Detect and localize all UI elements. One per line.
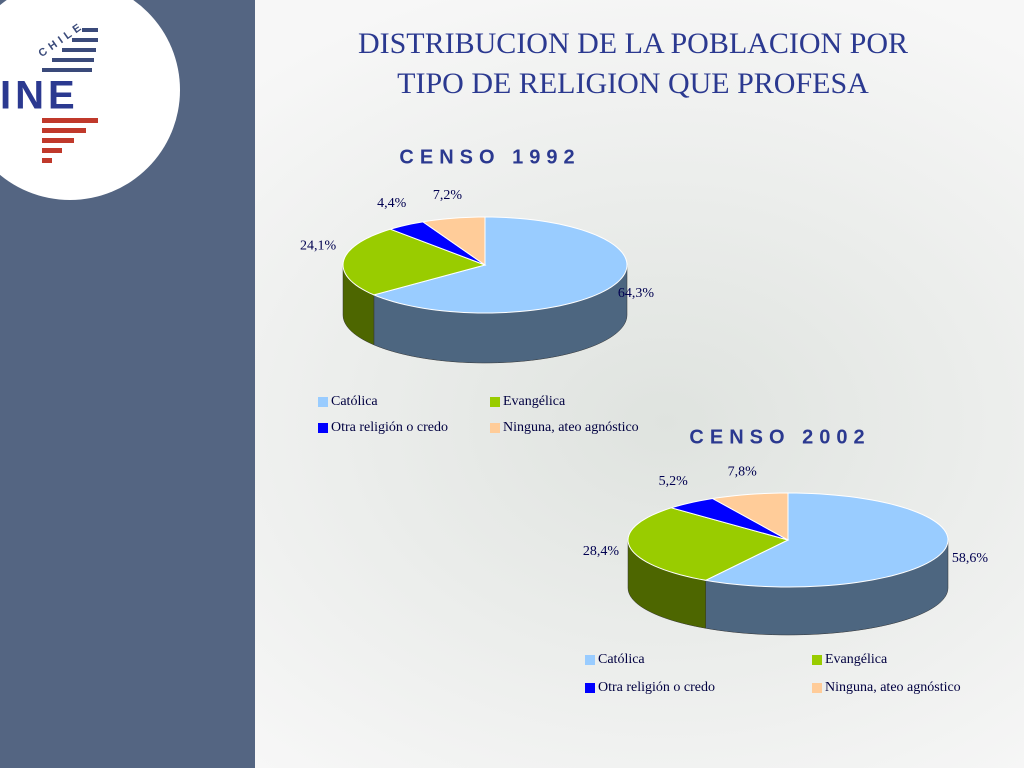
legend-label: Evangélica	[503, 394, 566, 409]
data-label: 5,2%	[659, 474, 689, 489]
data-label: 58,6%	[952, 551, 989, 566]
legend-label: Ninguna, ateo agnóstico	[825, 680, 961, 695]
chart-title: CENSO 1992	[399, 146, 580, 168]
legend-label: Evangélica	[825, 652, 888, 667]
legend-label: Ninguna, ateo agnóstico	[503, 420, 639, 435]
legend-swatch	[318, 423, 328, 433]
legend-label: Católica	[331, 394, 378, 409]
data-label: 64,3%	[618, 286, 655, 301]
legend-label: Otra religión o credo	[331, 420, 448, 435]
logo-dots-bottom	[42, 118, 98, 163]
legend-swatch	[585, 683, 595, 693]
legend-swatch	[318, 397, 328, 407]
chart-title: CENSO 2002	[689, 426, 870, 448]
pie-slice	[421, 216, 486, 266]
legend-swatch	[812, 655, 822, 665]
pie-slice	[372, 216, 628, 314]
slide-title: DISTRIBUCION DE LA POBLACION POR TIPO DE …	[358, 27, 908, 100]
logo-name: INE	[0, 74, 79, 118]
legend-swatch	[812, 683, 822, 693]
legend-swatch	[490, 397, 500, 407]
legend-swatch	[490, 423, 500, 433]
data-label: 7,8%	[728, 464, 758, 479]
legend-label: Otra religión o credo	[598, 680, 715, 695]
data-label: 28,4%	[583, 544, 620, 559]
pie-slice	[669, 498, 789, 541]
legend-label: Católica	[598, 652, 645, 667]
logo-dots-top	[42, 28, 98, 72]
pie-slice	[711, 492, 789, 541]
pie-slice	[388, 221, 486, 266]
pie-slice	[342, 228, 487, 296]
data-label: 24,1%	[300, 238, 337, 253]
pie-slice	[627, 507, 790, 581]
legend-swatch	[585, 655, 595, 665]
data-label: 7,2%	[433, 188, 463, 203]
data-label: 4,4%	[377, 196, 407, 211]
logo: CHILE INE	[0, 0, 180, 200]
pie-slice	[704, 492, 949, 588]
